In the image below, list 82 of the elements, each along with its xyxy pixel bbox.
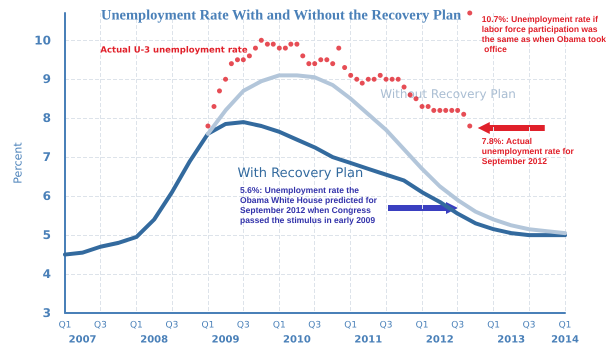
point — [205, 123, 210, 128]
x-tick-label: 2007 — [68, 334, 97, 346]
x2-tick-label: Q1 — [416, 320, 428, 330]
point — [378, 72, 383, 78]
point — [288, 42, 294, 47]
series-label: With Recovery Plan — [237, 166, 364, 181]
x-tick-label: 2008 — [140, 334, 168, 346]
x2-tick-label: Q3 — [522, 320, 536, 330]
y-tick-label: 5 — [42, 228, 51, 242]
point — [324, 57, 330, 62]
y-tick-label: 4 — [42, 267, 51, 282]
x-tick-label: 2014 — [551, 334, 579, 346]
x-tick-label: 2011 — [354, 334, 382, 346]
point — [330, 61, 336, 66]
point — [437, 108, 442, 113]
point — [240, 57, 246, 62]
point — [306, 61, 312, 66]
point — [360, 80, 365, 86]
point — [258, 38, 264, 43]
point — [276, 46, 282, 51]
point — [318, 57, 324, 62]
x2-tick-label: Q1 — [272, 320, 286, 330]
x2-tick-label: Q1 — [558, 320, 572, 330]
x2-tick-label: Q3 — [94, 320, 107, 330]
y-axis-title: Percent — [11, 142, 24, 184]
y-tick-label: 8 — [42, 111, 51, 126]
point — [366, 76, 371, 82]
point — [420, 104, 425, 110]
x2-tick-label: Q3 — [236, 320, 250, 330]
point — [467, 123, 472, 128]
point — [384, 76, 389, 82]
point — [270, 42, 276, 47]
point — [354, 76, 360, 82]
x-tick-label: 2013 — [497, 334, 526, 346]
point — [467, 10, 472, 16]
point — [223, 76, 228, 82]
x-tick-label: 2012 — [426, 334, 454, 346]
x-tick-label: 2009 — [212, 334, 240, 346]
y-tick-label: 6 — [42, 189, 51, 204]
point — [312, 61, 318, 66]
point — [396, 76, 401, 82]
point — [449, 108, 454, 113]
x2-tick-label: Q1 — [202, 320, 214, 330]
point — [246, 53, 252, 58]
x2-tick-label: Q3 — [451, 320, 464, 330]
annotation: 5.6%: Unemployment rate the Obama White House predicted for September 2012 when Congress passed the stimulus in early 2009 — [240, 185, 380, 225]
point — [390, 76, 395, 82]
chart-title: Unemployment Rate With and Without the Recovery Plan — [101, 8, 462, 24]
y-tick-label: 9 — [42, 72, 51, 86]
x2-tick-label: Q3 — [308, 320, 322, 330]
annotation: 10.7%: Unemployment rate if labor force participation was the same as when Obama took office — [482, 14, 606, 54]
x2-tick-label: Q3 — [166, 320, 178, 330]
x2-tick-label: Q1 — [487, 320, 500, 330]
annotation: 7.8%: Actual unemployment rate for September 2012 — [482, 136, 576, 166]
point — [336, 46, 342, 51]
point — [461, 112, 466, 117]
point — [342, 65, 348, 70]
series-label: Actual U-3 unemployment rate — [100, 46, 248, 56]
point — [455, 108, 460, 113]
x2-tick-label: Q1 — [344, 320, 358, 330]
point — [282, 46, 288, 51]
point — [264, 42, 270, 47]
x2-tick-label: Q1 — [130, 320, 143, 330]
point — [300, 53, 306, 58]
y-tick-label: 10 — [34, 33, 51, 48]
point — [443, 108, 448, 113]
point — [216, 88, 222, 94]
y-tick-label: 3 — [42, 306, 51, 320]
point — [372, 76, 377, 82]
x-tick-label: 2010 — [282, 334, 311, 346]
series-label: Without Recovery Plan — [380, 86, 516, 101]
point — [431, 108, 436, 113]
point — [294, 42, 300, 47]
point — [426, 104, 431, 110]
x2-tick-label: Q1 — [58, 320, 72, 330]
point — [348, 72, 354, 78]
point — [234, 57, 240, 62]
point — [228, 61, 234, 66]
y-tick-label: 7 — [42, 150, 51, 164]
point — [212, 104, 217, 110]
x2-tick-label: Q3 — [380, 320, 392, 330]
point — [252, 46, 258, 51]
